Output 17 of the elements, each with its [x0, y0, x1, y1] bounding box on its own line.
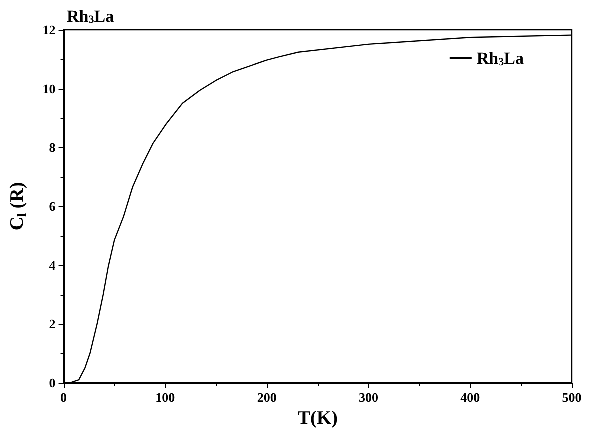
y-tick-label: 4 [49, 258, 56, 273]
legend-label: Rh3La [476, 49, 524, 68]
x-tick-label: 500 [562, 390, 582, 405]
y-tick-label: 10 [42, 81, 56, 96]
y-tick-label: 6 [49, 199, 56, 214]
x-tick-label: 100 [156, 390, 176, 405]
y-tick-label: 2 [49, 316, 56, 332]
x-axis-title: T(K) [298, 408, 338, 429]
y-tick-label: 8 [49, 140, 56, 156]
x-tick-label: 400 [460, 390, 480, 405]
x-tick-label: 0 [60, 390, 68, 405]
x-tick-label: 300 [358, 390, 378, 405]
y-tick-label: 0 [49, 376, 56, 390]
y-tick-label: 12 [42, 22, 56, 38]
chart-title: Rh3La [67, 6, 115, 26]
x-tick-label: 200 [257, 390, 277, 405]
y-axis-title: Cl (R) [7, 182, 29, 231]
